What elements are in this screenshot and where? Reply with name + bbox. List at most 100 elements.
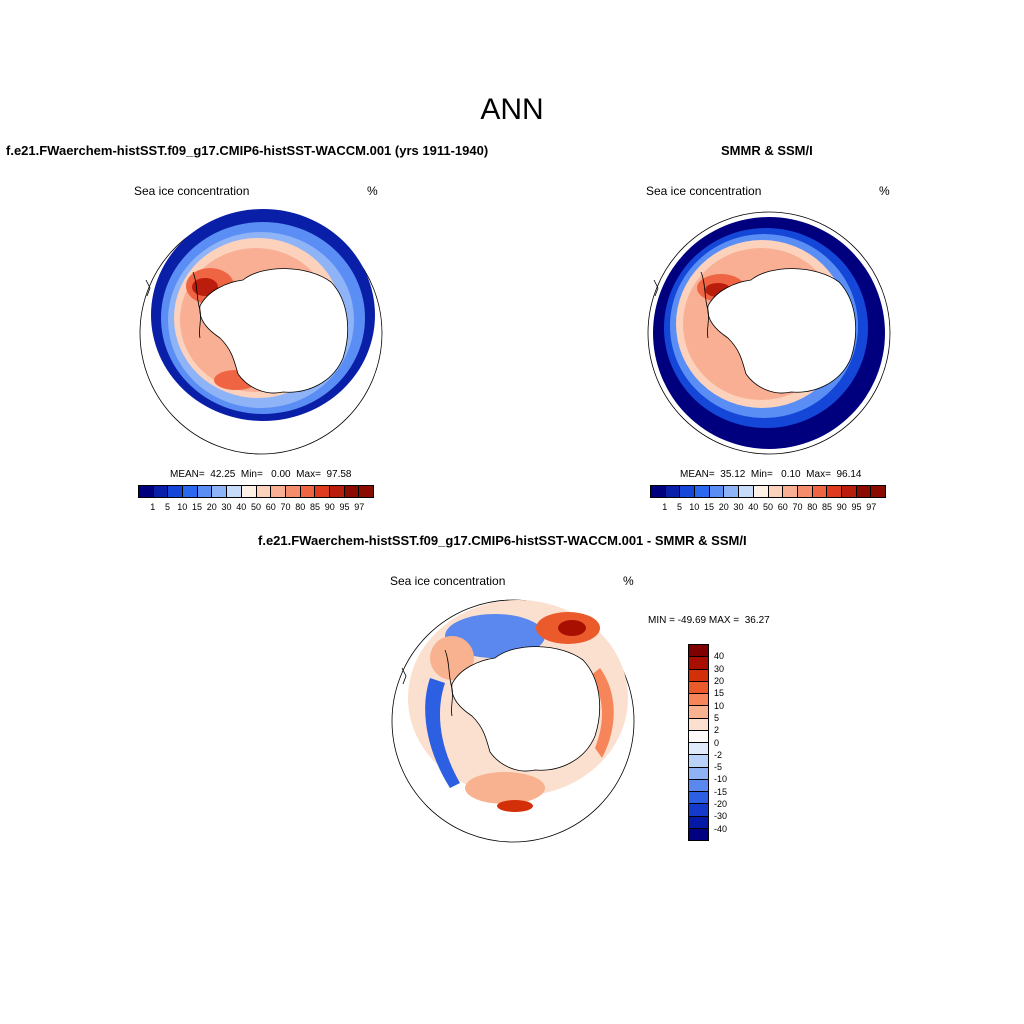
obs-tick-label: 1: [662, 502, 668, 512]
model-colorbar-bin: [344, 486, 360, 497]
diff-tick-label: -20: [714, 799, 728, 810]
model-tick-label: 95: [339, 502, 350, 512]
model-stats: MEAN= 42.25 Min= 0.00 Max= 97.58: [170, 469, 352, 480]
diff-tick-label: -10: [714, 774, 728, 785]
obs-panel-title: SMMR & SSM/I: [721, 143, 813, 158]
model-colorbar-bin: [212, 486, 228, 497]
diff-colorbar-bin: [689, 718, 708, 731]
diff-colorbar-bin: [689, 792, 708, 805]
main-title: ANN: [480, 93, 544, 126]
obs-colorbar: [650, 485, 886, 498]
obs-units-label: %: [879, 184, 890, 198]
diff-colorbar-bin: [689, 694, 708, 707]
diff-tick-label: 0: [714, 737, 720, 748]
diff-colorbar-bin: [689, 657, 708, 670]
diff-tick-label: 2: [714, 725, 720, 736]
obs-tick-label: 20: [718, 502, 729, 512]
diff-colorbar-bin: [689, 816, 708, 829]
diff-pacific-negative: [425, 678, 460, 788]
diff-tick-label: -2: [714, 749, 723, 760]
obs-colorbar-bin: [768, 486, 784, 497]
diff-tick-label: -30: [714, 811, 728, 822]
diff-weddell-positive: [430, 636, 474, 680]
model-colorbar-bin: [300, 486, 316, 497]
model-tick-label: 15: [191, 502, 203, 512]
obs-colorbar-bin: [665, 486, 681, 497]
diff-colorbar-bin: [689, 804, 708, 817]
diff-indian-max: [558, 620, 586, 636]
obs-colorbar-bin: [651, 486, 666, 497]
model-tick-label: 85: [309, 502, 321, 512]
diff-tick-label: 15: [714, 688, 725, 699]
model-tick-label: 20: [206, 502, 217, 512]
obs-south-america-tip: [653, 279, 659, 297]
model-colorbar-bin: [139, 486, 154, 497]
diff-tick-label: 20: [714, 675, 725, 686]
diff-south-america-tip: [401, 667, 407, 685]
model-tick-label: 70: [280, 502, 291, 512]
diff-colorbar-bin: [689, 681, 708, 694]
obs-colorbar-bin: [680, 486, 696, 497]
obs-colorbar-bin: [753, 486, 769, 497]
obs-colorbar-ticks: 1 5 10 15 20 30 40 50 60 70 80 85 90 95 …: [650, 502, 886, 514]
model-peninsula-outline: [192, 271, 201, 339]
model-tick-label: 1: [150, 502, 156, 512]
obs-stats: MEAN= 35.12 Min= 0.10 Max= 96.14: [680, 469, 862, 480]
obs-colorbar-bin: [797, 486, 813, 497]
obs-tick-label: 5: [676, 502, 683, 512]
obs-tick-label: 70: [792, 502, 803, 512]
diff-tick-label: -15: [714, 786, 728, 797]
diff-tick-label: -40: [714, 823, 728, 834]
diff-tick-label: 5: [714, 712, 720, 723]
obs-colorbar-bin: [724, 486, 740, 497]
diff-colorbar-bin: [689, 767, 708, 780]
obs-colorbar-bin: [856, 486, 872, 497]
model-tick-label: 10: [177, 502, 188, 512]
model-colorbar-bin: [315, 486, 330, 497]
model-colorbar-bin: [359, 486, 373, 497]
obs-tick-label: 50: [762, 502, 774, 512]
model-colorbar-bin: [241, 486, 257, 497]
model-map: [139, 209, 383, 455]
obs-tick-label: 95: [851, 502, 862, 512]
diff-stats: MIN = -49.69 MAX = 36.27: [648, 615, 770, 626]
obs-colorbar-bin: [827, 486, 842, 497]
model-colorbar-bin: [153, 486, 169, 497]
obs-field-label: Sea ice concentration: [646, 184, 762, 198]
diff-colorbar-bin: [689, 779, 708, 792]
diff-ross-max: [497, 800, 533, 812]
diff-colorbar-bin: [689, 730, 708, 743]
diff-colorbar: [688, 644, 709, 841]
model-tick-label: 50: [250, 502, 262, 512]
diff-tick-label: 40: [714, 651, 725, 662]
model-panel-title: f.e21.FWaerchem-histSST.f09_g17.CMIP6-hi…: [6, 143, 489, 158]
model-colorbar-bin: [271, 486, 286, 497]
model-tick-label: 97: [354, 502, 365, 512]
model-colorbar-bin: [285, 486, 301, 497]
diff-colorbar-bin: [689, 828, 708, 840]
obs-colorbar-bin: [871, 486, 885, 497]
obs-peninsula-outline: [700, 271, 709, 339]
diff-map: [391, 599, 635, 843]
model-colorbar-bin: [197, 486, 213, 497]
model-colorbar-bin: [256, 486, 272, 497]
diff-colorbar-bin: [689, 706, 708, 719]
diff-panel-title: f.e21.FWaerchem-histSST.f09_g17.CMIP6-hi…: [258, 533, 747, 548]
obs-colorbar-bin: [841, 486, 857, 497]
obs-tick-label: 30: [733, 502, 744, 512]
model-colorbar: [138, 485, 374, 498]
obs-tick-label: 40: [748, 502, 759, 512]
model-tick-label: 40: [236, 502, 247, 512]
diff-colorbar-bin: [689, 645, 708, 658]
obs-colorbar-bin: [695, 486, 710, 497]
diff-colorbar-bin: [689, 755, 708, 768]
model-colorbar-ticks: 1 5 10 15 20 30 40 50 60 70 80 85 90 95 …: [138, 502, 374, 514]
model-tick-label: 90: [324, 502, 335, 512]
model-tick-label: 30: [221, 502, 232, 512]
model-tick-label: 5: [164, 502, 171, 512]
diff-peninsula-outline: [444, 649, 453, 717]
model-colorbar-bin: [329, 486, 345, 497]
model-tick-label: 80: [295, 502, 306, 512]
obs-colorbar-bin: [739, 486, 754, 497]
model-units-label: %: [367, 184, 378, 198]
